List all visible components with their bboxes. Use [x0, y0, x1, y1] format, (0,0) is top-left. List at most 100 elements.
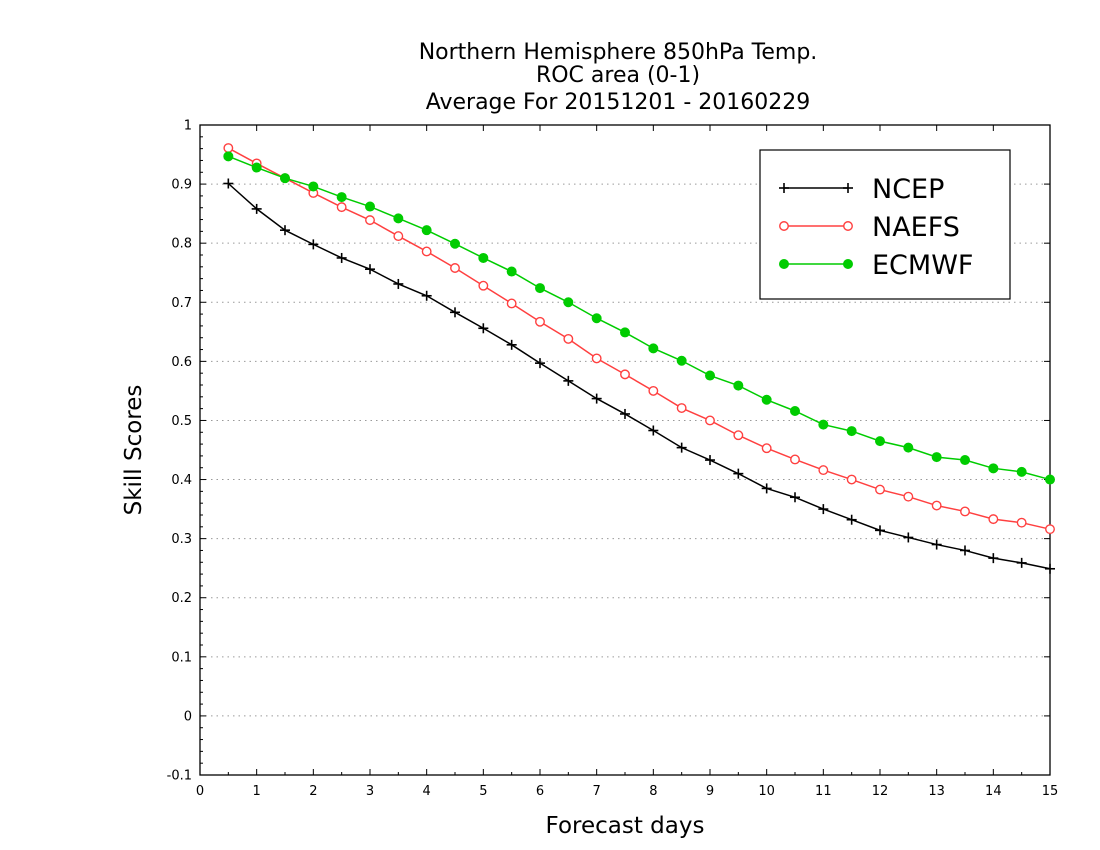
- axis-ticks: [199, 124, 1051, 776]
- data-point: [365, 215, 375, 226]
- data-point: [506, 298, 517, 309]
- data-point: [903, 532, 914, 543]
- x-tick-label: 14: [985, 784, 1002, 799]
- data-point: [648, 425, 659, 436]
- data-point: [790, 454, 800, 465]
- data-point: [620, 369, 630, 380]
- data-point: [705, 455, 715, 466]
- x-tick-label: 8: [649, 784, 657, 799]
- data-point: [676, 403, 687, 413]
- data-point: [620, 327, 630, 338]
- legend-box: [759, 149, 1011, 300]
- data-point: [365, 264, 375, 275]
- y-tick-label: 0.8: [171, 237, 192, 252]
- data-point: [843, 183, 853, 193]
- data-point: [988, 463, 999, 474]
- y-tick-label: 0.2: [171, 591, 192, 606]
- y-tick-label: 0.1: [171, 650, 192, 665]
- data-point: [421, 225, 432, 236]
- data-point: [535, 316, 545, 327]
- x-tick-label: 3: [366, 784, 374, 799]
- data-point: [931, 500, 942, 511]
- y-tick-label: 1: [184, 119, 192, 134]
- data-point: [761, 394, 772, 405]
- data-point: [1016, 557, 1027, 568]
- x-tick-label: 7: [593, 784, 601, 799]
- data-point: [251, 162, 262, 173]
- data-point: [336, 192, 347, 203]
- data-point: [779, 221, 789, 231]
- x-tick-label: 15: [1042, 784, 1059, 799]
- data-point: [733, 468, 744, 479]
- data-point: [931, 452, 942, 463]
- series-line: [227, 182, 1051, 570]
- data-point: [779, 259, 789, 269]
- data-point: [393, 213, 404, 224]
- data-point: [818, 504, 829, 515]
- data-point: [563, 297, 574, 308]
- y-tick-labels: -0.1 0 0.1 0.2 0.3 0.4 0.5 0.6 0.7 0.8 0.9 1: [167, 119, 192, 784]
- data-point: [591, 313, 602, 324]
- series-lines: [223, 143, 1055, 574]
- data-point: [251, 203, 262, 214]
- series-ecmwf: [223, 151, 1055, 485]
- x-tick-label: 0: [196, 784, 204, 799]
- data-point: [903, 442, 914, 453]
- data-point: [846, 514, 857, 525]
- legend-item-ecmwf: ECMWF: [779, 250, 973, 281]
- y-tick-label: 0.3: [171, 532, 192, 547]
- legend-item-naefs: NAEFS: [779, 212, 960, 243]
- data-point: [705, 370, 715, 381]
- x-axis-label: Forecast days: [546, 813, 705, 839]
- data-point: [761, 443, 772, 454]
- y-tick-label: 0.6: [171, 355, 192, 370]
- x-tick-label: 6: [536, 784, 544, 799]
- data-point: [705, 415, 715, 426]
- legend-entries: NCEP NAEFS ECMWF: [779, 174, 973, 281]
- data-point: [336, 202, 347, 213]
- y-tick-label: 0.5: [171, 414, 192, 429]
- data-point: [336, 252, 347, 263]
- data-point: [450, 263, 460, 273]
- y-tick-label: 0.4: [171, 473, 192, 488]
- legend-label: NCEP: [872, 174, 944, 205]
- data-point: [875, 525, 885, 536]
- data-point: [790, 406, 800, 416]
- data-point: [931, 539, 942, 550]
- data-point: [506, 339, 517, 350]
- data-point: [478, 252, 489, 263]
- x-tick-label: 4: [423, 784, 431, 799]
- data-point: [563, 333, 574, 344]
- x-tick-label: 2: [309, 784, 317, 799]
- data-point: [648, 343, 659, 354]
- data-point: [875, 436, 885, 447]
- data-point: [818, 419, 829, 430]
- data-point: [779, 183, 789, 193]
- chart-title: Northern Hemisphere 850hPa Temp. ROC are…: [419, 40, 818, 115]
- data-point: [1045, 524, 1055, 535]
- y-gridlines: [200, 183, 1050, 717]
- data-point: [450, 238, 460, 249]
- chart-title-line-2: ROC area (0-1): [536, 63, 700, 88]
- data-point: [535, 283, 545, 294]
- data-point: [591, 393, 602, 404]
- data-point: [676, 355, 687, 366]
- data-point: [843, 259, 853, 269]
- data-point: [223, 151, 234, 162]
- data-point: [733, 430, 744, 441]
- data-point: [280, 173, 290, 184]
- x-tick-label: 11: [815, 784, 832, 799]
- data-point: [620, 408, 630, 419]
- data-point: [960, 506, 970, 517]
- data-point: [988, 514, 999, 525]
- data-point: [308, 239, 319, 250]
- data-point: [790, 492, 800, 503]
- x-tick-label: 10: [758, 784, 775, 799]
- x-tick-label: 5: [479, 784, 487, 799]
- data-point: [478, 280, 489, 291]
- data-point: [1016, 517, 1027, 528]
- data-point: [761, 483, 772, 494]
- y-tick-label: 0.7: [171, 296, 192, 311]
- data-point: [875, 484, 885, 495]
